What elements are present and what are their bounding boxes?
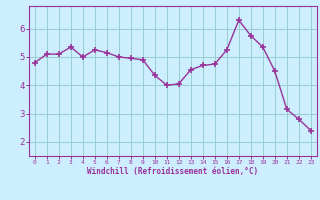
X-axis label: Windchill (Refroidissement éolien,°C): Windchill (Refroidissement éolien,°C) [87, 167, 258, 176]
